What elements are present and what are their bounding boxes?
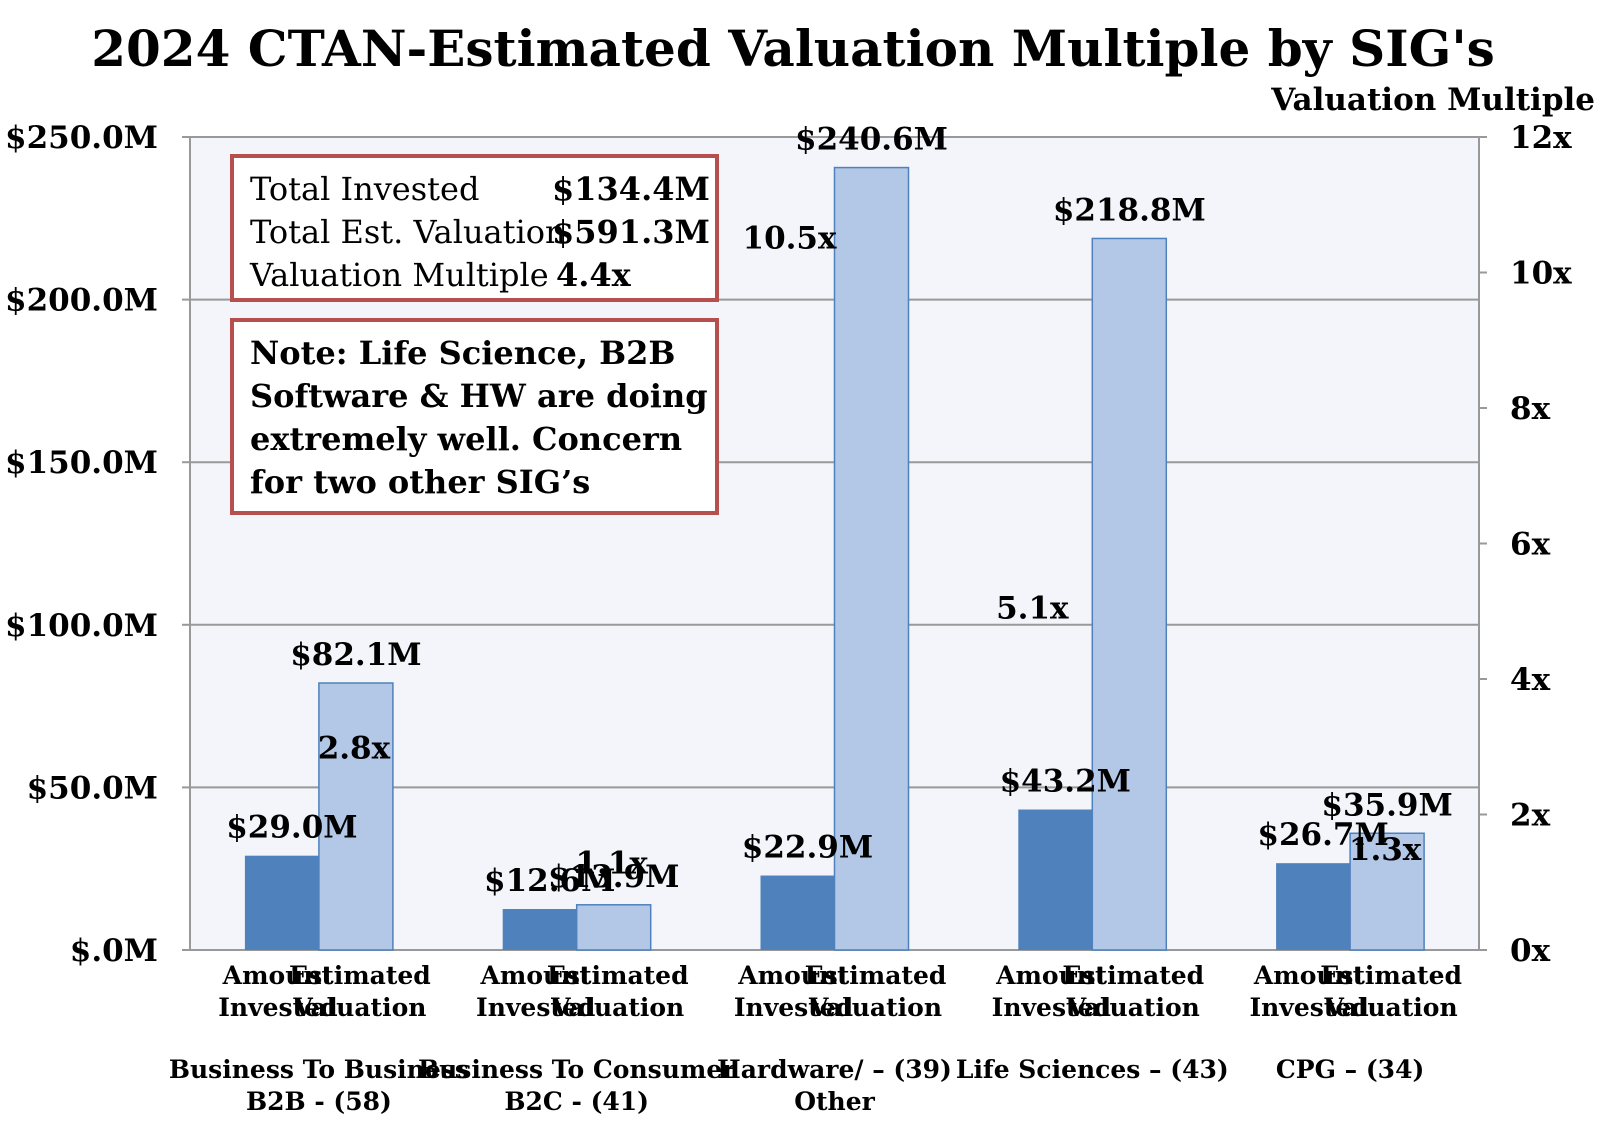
bar-category-label: Estimated xyxy=(289,961,431,990)
bar-category-label: Amount xyxy=(479,961,591,990)
note-box: Note: Life Science, B2B Software & HW ar… xyxy=(230,318,719,515)
y2-tick-label: 2x xyxy=(1510,798,1551,834)
valuation-data-label: $35.9M xyxy=(1321,787,1452,823)
y-tick-label: $.0M xyxy=(70,933,158,969)
y2-tick-label: 6x xyxy=(1510,527,1551,563)
bar-amount-invested xyxy=(760,875,835,950)
bar-amount-invested xyxy=(1018,809,1093,950)
bar-category-label: Amount xyxy=(737,961,849,990)
invested-data-label: $29.0M xyxy=(226,810,357,846)
summary-box: Total Invested $134.4M Total Est. Valuat… xyxy=(230,154,719,302)
group-label: Business To Consumer xyxy=(418,1055,736,1084)
summary-row: Total Est. Valuation $591.3M xyxy=(250,211,715,254)
multiple-data-label: 5.1x xyxy=(996,590,1069,626)
summary-key: Total Est. Valuation xyxy=(250,213,566,251)
bar-amount-invested xyxy=(244,855,319,950)
y2-tick-label: 8x xyxy=(1510,391,1551,427)
bar-category-label: Invested xyxy=(218,993,337,1022)
bar-category-label: Valuation xyxy=(292,993,426,1022)
multiple-data-label: 1.3x xyxy=(1349,832,1422,868)
invested-data-label: $43.2M xyxy=(1000,764,1131,800)
group-label: Hardware/ – (39) xyxy=(717,1055,952,1084)
group-label: Life Sciences – (43) xyxy=(956,1055,1229,1084)
y-tick-label: $250.0M xyxy=(5,120,158,156)
group-label: Business To Business xyxy=(169,1055,469,1084)
y2-tick-label: 10x xyxy=(1510,256,1572,292)
valuation-data-label: $240.6M xyxy=(795,122,948,158)
y-tick-label: $50.0M xyxy=(27,770,158,806)
y2-tick-label: 4x xyxy=(1510,662,1551,698)
bar-category-label: Invested xyxy=(734,993,853,1022)
bar-category-label: Valuation xyxy=(808,993,942,1022)
bar-category-label: Amount xyxy=(995,961,1107,990)
bar-estimated-valuation xyxy=(575,904,652,951)
bar-category-label: Invested xyxy=(992,993,1111,1022)
multiple-data-label: 10.5x xyxy=(743,221,838,257)
group-label: B2B - (58) xyxy=(246,1087,392,1116)
summary-value: $134.4M xyxy=(552,170,710,208)
group-label: Other xyxy=(794,1087,875,1116)
bar-category-label: Valuation xyxy=(550,993,684,1022)
bar-category-label: Amount xyxy=(1253,961,1365,990)
multiple-data-label: 2.8x xyxy=(318,730,391,766)
bar-estimated-valuation xyxy=(833,166,910,951)
bar-amount-invested xyxy=(1276,863,1351,950)
bar-category-label: Estimated xyxy=(1320,961,1462,990)
y-tick-label: $100.0M xyxy=(5,608,158,644)
bar-estimated-valuation xyxy=(318,682,394,951)
bar-category-label: Invested xyxy=(476,993,595,1022)
summary-value: $591.3M xyxy=(552,213,710,251)
summary-key: Total Invested xyxy=(250,170,480,208)
bar-category-label: Amount xyxy=(222,961,334,990)
y-tick-label: $150.0M xyxy=(5,445,158,481)
summary-row: Total Invested $134.4M xyxy=(250,168,715,211)
invested-data-label: $12.6M xyxy=(484,863,615,899)
group-label: B2C - (41) xyxy=(504,1087,649,1116)
valuation-data-label: $82.1M xyxy=(290,637,421,673)
bar-category-label: Estimated xyxy=(805,961,947,990)
bar-category-label: Valuation xyxy=(1066,993,1200,1022)
multiple-data-label: 1.1x xyxy=(575,845,648,881)
bar-estimated-valuation xyxy=(1349,832,1425,951)
invested-data-label: $26.7M xyxy=(1257,817,1388,853)
bar-category-label: Estimated xyxy=(547,961,689,990)
bar-category-label: Valuation xyxy=(1324,993,1458,1022)
bar-category-label: Invested xyxy=(1249,993,1368,1022)
summary-key: Valuation Multiple xyxy=(250,256,549,294)
y2-tick-label: 0x xyxy=(1510,933,1551,969)
y2-axis-label: Valuation Multiple xyxy=(1270,82,1595,118)
invested-data-label: $22.9M xyxy=(742,830,873,866)
y-tick-label: $200.0M xyxy=(5,283,158,319)
bar-amount-invested xyxy=(502,909,577,950)
valuation-data-label: $218.8M xyxy=(1053,192,1206,228)
bar-category-label: Estimated xyxy=(1062,961,1204,990)
bar-estimated-valuation xyxy=(1091,237,1168,951)
valuation-data-label: $13.9M xyxy=(548,859,679,895)
y2-tick-label: 12x xyxy=(1510,120,1572,156)
summary-row: Valuation Multiple 4.4x xyxy=(250,254,715,297)
group-label: CPG – (34) xyxy=(1276,1055,1424,1084)
chart-title: 2024 CTAN-Estimated Valuation Multiple b… xyxy=(91,19,1495,78)
summary-value: 4.4x xyxy=(556,256,631,294)
note-text: Note: Life Science, B2B Software & HW ar… xyxy=(250,334,708,501)
